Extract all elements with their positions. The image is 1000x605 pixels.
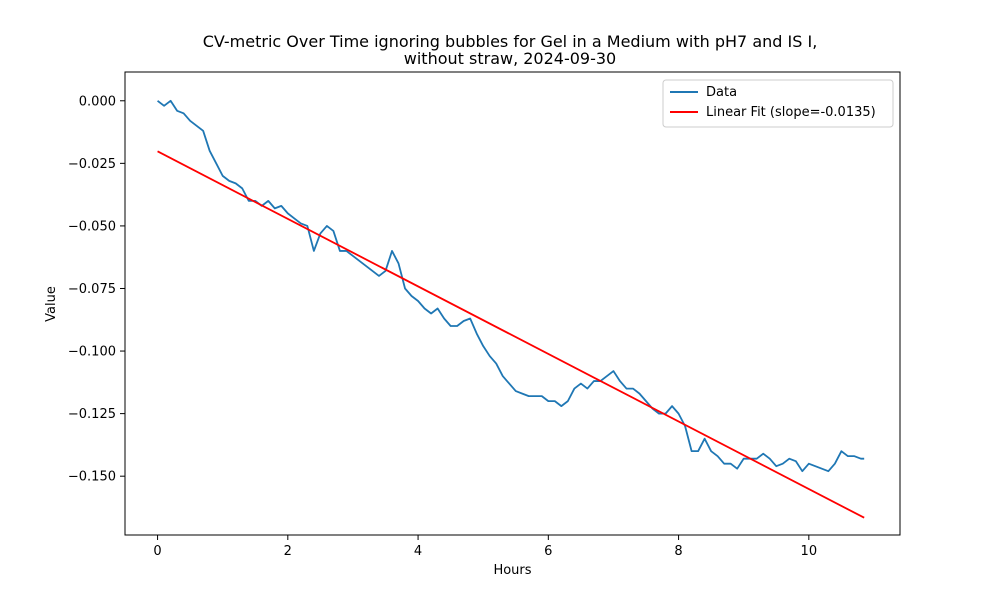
x-tick-label: 6 (544, 544, 552, 559)
x-tick-label: 8 (674, 544, 682, 559)
chart-title-line1: CV-metric Over Time ignoring bubbles for… (203, 32, 818, 51)
y-axis-label: Value (44, 286, 59, 322)
y-tick-label: −0.100 (68, 345, 116, 360)
y-tick-label: 0.000 (79, 94, 116, 109)
y-tick-label: −0.050 (68, 219, 116, 234)
x-tick-label: 0 (153, 544, 161, 559)
legend-box (662, 79, 894, 128)
series-line-linear-fit (157, 150, 865, 519)
x-tick-label: 2 (284, 544, 292, 559)
y-tick-label: −0.025 (68, 157, 116, 172)
x-tick-label: 10 (801, 544, 818, 559)
chart-legend: Data Linear Fit (slope=-0.0135) (662, 79, 894, 128)
y-tick-label: −0.150 (68, 470, 116, 485)
x-axis-label: Hours (493, 563, 531, 578)
y-tick-label: −0.075 (68, 282, 116, 297)
legend-label-linear-fit: Linear Fit (slope=-0.0135) (706, 105, 876, 120)
plot-area: 0 2 4 6 8 10 0.000 −0.025 −0.050 −0.075 −0.100 −0.1… (68, 71, 901, 559)
legend-label-data: Data (706, 85, 737, 100)
chart-title-line2: without straw, 2024-09-30 (404, 49, 616, 68)
axes-frame (124, 71, 901, 536)
y-tick-label: −0.125 (68, 407, 116, 422)
x-tick-label: 4 (414, 544, 422, 559)
